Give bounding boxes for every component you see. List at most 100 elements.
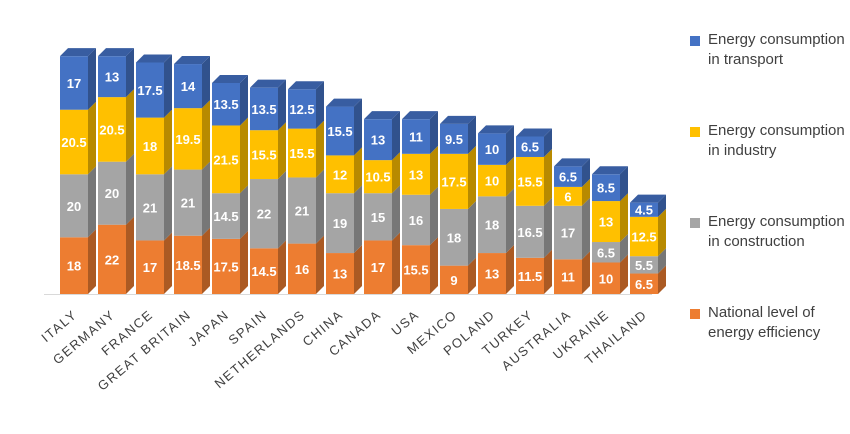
bar-segment-side: [240, 74, 248, 126]
data-label: 15.5: [327, 124, 352, 139]
bar-segment: [326, 253, 354, 294]
data-label: 13: [485, 267, 499, 282]
bar-segment: [250, 179, 278, 249]
bar-segment: [136, 240, 164, 294]
bar-segment-side: [658, 265, 666, 294]
bar-segment: [516, 205, 544, 258]
data-label: 10: [485, 142, 499, 157]
bar-segment-side: [620, 166, 628, 202]
bar-segment-side: [620, 234, 628, 263]
bar-segment-side: [164, 54, 172, 118]
data-label: 4.5: [635, 203, 653, 218]
data-label: 10: [599, 271, 613, 286]
data-label: 21: [143, 200, 157, 215]
bar-segment-top: [516, 128, 552, 137]
bar-segment: [440, 153, 468, 209]
bar-segment: [478, 164, 506, 197]
bar-segment-side: [392, 232, 400, 294]
bar-segment-side: [354, 185, 362, 254]
data-label: 18: [143, 139, 157, 154]
legend-swatch: [690, 309, 700, 319]
data-label: 15.5: [517, 174, 542, 189]
bar-segment: [592, 174, 620, 202]
data-label: 10.5: [365, 170, 390, 185]
bar-segment: [364, 193, 392, 241]
data-label: 11: [409, 130, 423, 145]
data-label: 6.5: [559, 170, 577, 185]
bar-segment: [136, 117, 164, 175]
data-label: 22: [105, 252, 119, 267]
bar-segment: [60, 56, 88, 110]
bar-segment: [478, 196, 506, 254]
legend-item: Energy consumption in transport: [690, 30, 848, 121]
bar-segment-side: [392, 111, 400, 161]
data-label: 12: [333, 167, 347, 182]
bar-segment-side: [430, 111, 438, 154]
bar-segment-side: [506, 156, 514, 197]
data-label: 18.5: [175, 258, 200, 273]
bar-segment: [60, 237, 88, 294]
chart-plot-area: 182020.517ITALY222020.513GERMANY17211817…: [38, 48, 666, 394]
bar-segment-side: [468, 115, 476, 154]
bar-segment-top: [136, 54, 172, 63]
bar-segment: [212, 125, 240, 194]
data-label: 18: [67, 259, 81, 274]
bar-segment: [250, 87, 278, 131]
bar-segment-side: [468, 200, 476, 266]
bar-segment-side: [506, 245, 514, 294]
data-label: 9: [450, 273, 457, 288]
bar-segment-side: [506, 188, 514, 254]
data-label: 14.5: [251, 264, 276, 279]
bar-segment: [288, 243, 316, 294]
bar-segment: [212, 238, 240, 294]
data-label: 17.5: [441, 174, 466, 189]
bar-segment-side: [430, 145, 438, 195]
data-label: 18: [485, 218, 499, 233]
data-label: 22: [257, 207, 271, 222]
legend-item: Energy consumption in industry: [690, 121, 848, 212]
data-label: 17: [143, 260, 157, 275]
bar-segment: [630, 202, 658, 217]
data-label: 17: [67, 76, 81, 91]
bar-segment: [364, 160, 392, 194]
data-label: 16: [409, 213, 423, 228]
bar-segment-side: [164, 232, 172, 294]
data-label: 13: [105, 70, 119, 85]
bar-segment-side: [468, 257, 476, 294]
bar-segment: [136, 62, 164, 118]
legend-label: Energy consumption in construction: [708, 213, 845, 250]
bar-segment-top: [212, 74, 248, 83]
data-label: 17.5: [213, 259, 238, 274]
bar-segment: [592, 242, 620, 263]
data-label: 6.5: [597, 245, 615, 260]
bar-segment: [554, 186, 582, 206]
bar-segment-side: [88, 166, 96, 238]
bar-segment-top: [98, 48, 134, 57]
bar-segment: [98, 97, 126, 162]
bar-segment: [592, 201, 620, 243]
bar-segment-top: [364, 111, 400, 120]
bar-segment: [326, 106, 354, 156]
bar-segment-side: [316, 169, 324, 244]
bar-segment-side: [354, 147, 362, 194]
bar-segment-side: [392, 152, 400, 194]
bar-segment: [60, 109, 88, 175]
bar-segment-side: [658, 208, 666, 257]
bar-segment-side: [240, 185, 248, 239]
bar-segment: [440, 265, 468, 294]
bar-segment: [288, 89, 316, 129]
bar-segment-side: [430, 186, 438, 246]
data-label: 13: [409, 167, 423, 182]
bar-segment: [288, 177, 316, 244]
legend-label: National level of energy efficiency: [708, 304, 821, 341]
bar-segment-top: [592, 166, 628, 175]
bar-segment-side: [202, 227, 210, 294]
data-label: 9.5: [445, 132, 463, 147]
bar-segment-side: [392, 185, 400, 241]
bar-segment-side: [506, 125, 514, 165]
bar-segment-side: [126, 216, 134, 294]
bar-segment-side: [544, 128, 552, 157]
data-label: 21: [295, 204, 309, 219]
bar-segment: [288, 128, 316, 178]
bar-segment: [250, 248, 278, 294]
